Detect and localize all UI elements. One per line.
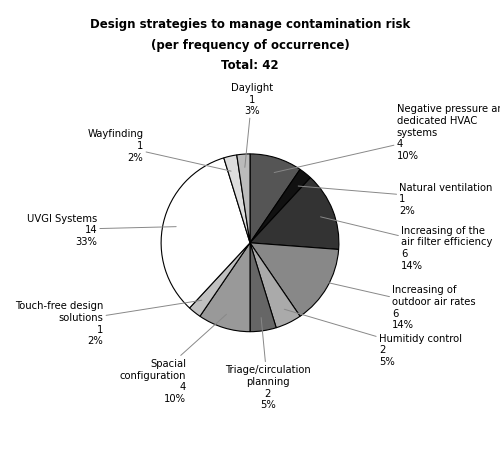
Text: UVGI Systems
14
33%: UVGI Systems 14 33% — [27, 213, 176, 246]
Text: (per frequency of occurrence): (per frequency of occurrence) — [150, 39, 350, 52]
Text: Touch-free design
solutions
1
2%: Touch-free design solutions 1 2% — [15, 301, 202, 346]
Wedge shape — [250, 178, 339, 250]
Text: Increasing of
outdoor air rates
6
14%: Increasing of outdoor air rates 6 14% — [316, 280, 476, 330]
Wedge shape — [190, 243, 250, 317]
Text: Humitidy control
2
5%: Humitidy control 2 5% — [284, 309, 462, 366]
Wedge shape — [250, 243, 276, 332]
Text: Total: 42: Total: 42 — [221, 59, 279, 72]
Wedge shape — [224, 156, 250, 243]
Text: Natural ventilation
1
2%: Natural ventilation 1 2% — [298, 182, 492, 215]
Wedge shape — [250, 243, 338, 317]
Wedge shape — [250, 170, 310, 243]
Wedge shape — [161, 158, 250, 308]
Text: Design strategies to manage contamination risk: Design strategies to manage contaminatio… — [90, 18, 410, 31]
Text: Daylight
1
3%: Daylight 1 3% — [230, 83, 273, 168]
Text: Triage/circulation
planning
2
5%: Triage/circulation planning 2 5% — [225, 318, 310, 409]
Text: Wayfinding
1
2%: Wayfinding 1 2% — [87, 129, 231, 172]
Text: Negative pressure and
dedicated HVAC
systems
4
10%: Negative pressure and dedicated HVAC sys… — [274, 104, 500, 173]
Wedge shape — [237, 155, 250, 243]
Wedge shape — [250, 243, 300, 328]
Text: Increasing of the
air filter efficiency
6
14%: Increasing of the air filter efficiency … — [320, 218, 492, 270]
Wedge shape — [200, 243, 250, 332]
Wedge shape — [250, 155, 300, 243]
Text: Spacial
configuration
4
10%: Spacial configuration 4 10% — [120, 314, 226, 403]
